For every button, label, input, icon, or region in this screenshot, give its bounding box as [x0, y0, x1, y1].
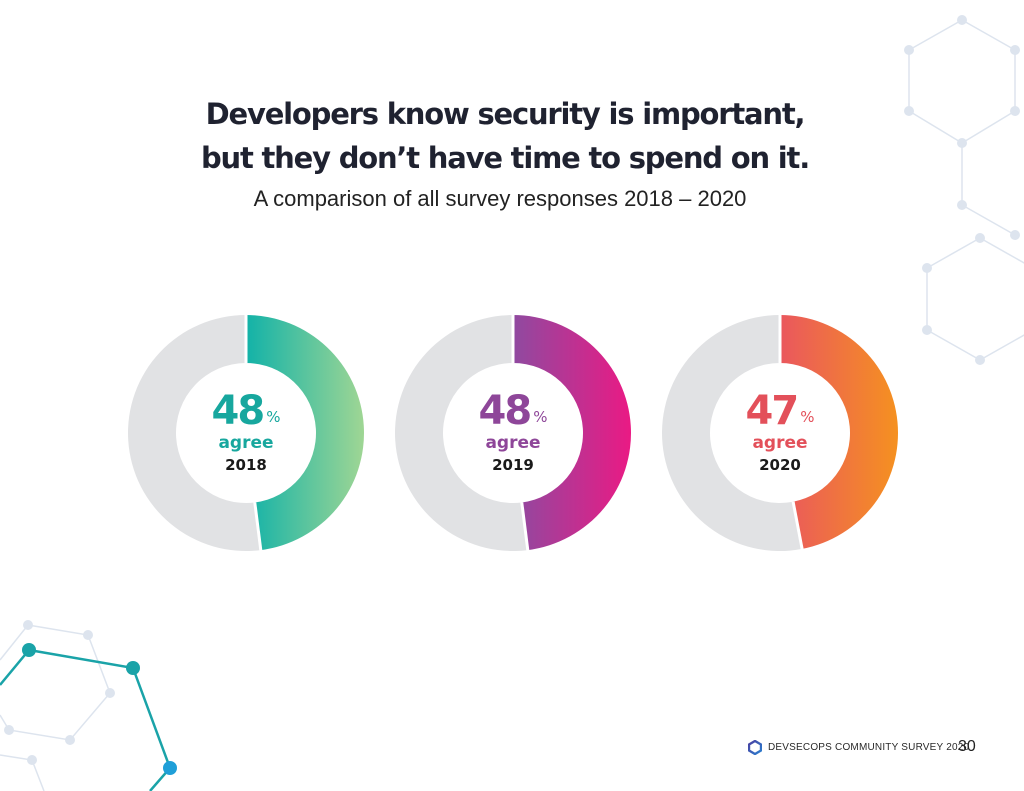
hexagon-node [922, 263, 932, 273]
hexagon-pattern-light [0, 15, 1024, 791]
page-subtitle: A comparison of all survey responses 201… [253, 186, 747, 211]
hexagon-node [957, 138, 967, 148]
percent-sign: % [533, 408, 548, 426]
percent-value: 47% [745, 388, 815, 434]
title-line-1: Developers know security is important, [205, 97, 806, 131]
donut-track-2019 [395, 315, 528, 551]
hexagon-node [922, 325, 932, 335]
hexagon-node-accent [163, 761, 177, 775]
agree-label: agree [485, 433, 541, 453]
hexagon-node [975, 355, 985, 365]
hexagon-node-accent [22, 643, 36, 657]
title-line-2: but they don’t have time to spend on it. [200, 141, 810, 175]
donut-2020 [662, 314, 898, 552]
donut-separator [253, 502, 263, 552]
donut-charts [128, 314, 898, 552]
footer: DEVSECOPS COMMUNITY SURVEY 2020 [748, 740, 969, 755]
year-label: 2020 [759, 456, 801, 474]
hexagon-node [105, 688, 115, 698]
hexagon-node [975, 233, 985, 243]
donut-2019 [395, 314, 632, 552]
hexagon-node [83, 630, 93, 640]
donut-label-2020: 47% agree 2020 [710, 391, 850, 476]
hexagon-node [23, 620, 33, 630]
footer-text: DEVSECOPS COMMUNITY SURVEY 2020 [768, 742, 970, 753]
agree-label: agree [218, 433, 274, 453]
hexagon-node [4, 725, 14, 735]
donut-track-2018 [128, 315, 261, 551]
percent-sign: % [266, 408, 281, 426]
percent-value: 48% [211, 388, 281, 434]
donut-separator [520, 502, 530, 552]
hexagon-node [27, 755, 37, 765]
donut-slice-2018 [246, 315, 365, 551]
hexagon-node [904, 45, 914, 55]
hexagon-node [1010, 106, 1020, 116]
donut-separator [791, 501, 804, 551]
donut-label-2018: 48% agree 2018 [176, 391, 316, 476]
donut-2018 [128, 314, 365, 552]
hexagon-node [957, 200, 967, 210]
percent-value: 48% [478, 388, 548, 434]
hexagon-icon [748, 740, 762, 755]
page-title: Developers know security is important, b… [0, 92, 1010, 180]
hexagon-node [957, 15, 967, 25]
year-label: 2019 [492, 456, 534, 474]
donut-slice-2019 [513, 315, 632, 551]
agree-label: agree [752, 433, 808, 453]
hexagon-node [1010, 230, 1020, 240]
donut-track-2020 [662, 315, 803, 552]
year-label: 2018 [225, 456, 267, 474]
hexagon-pattern-accent [0, 643, 177, 791]
page-number: 30 [958, 738, 976, 755]
donut-slice-2020 [780, 315, 898, 549]
hexagon-node-accent [126, 661, 140, 675]
donut-label-2019: 48% agree 2019 [443, 391, 583, 476]
hexagon-node [65, 735, 75, 745]
percent-sign: % [800, 408, 815, 426]
hexagon-node [904, 106, 914, 116]
hexagon-node [1010, 45, 1020, 55]
